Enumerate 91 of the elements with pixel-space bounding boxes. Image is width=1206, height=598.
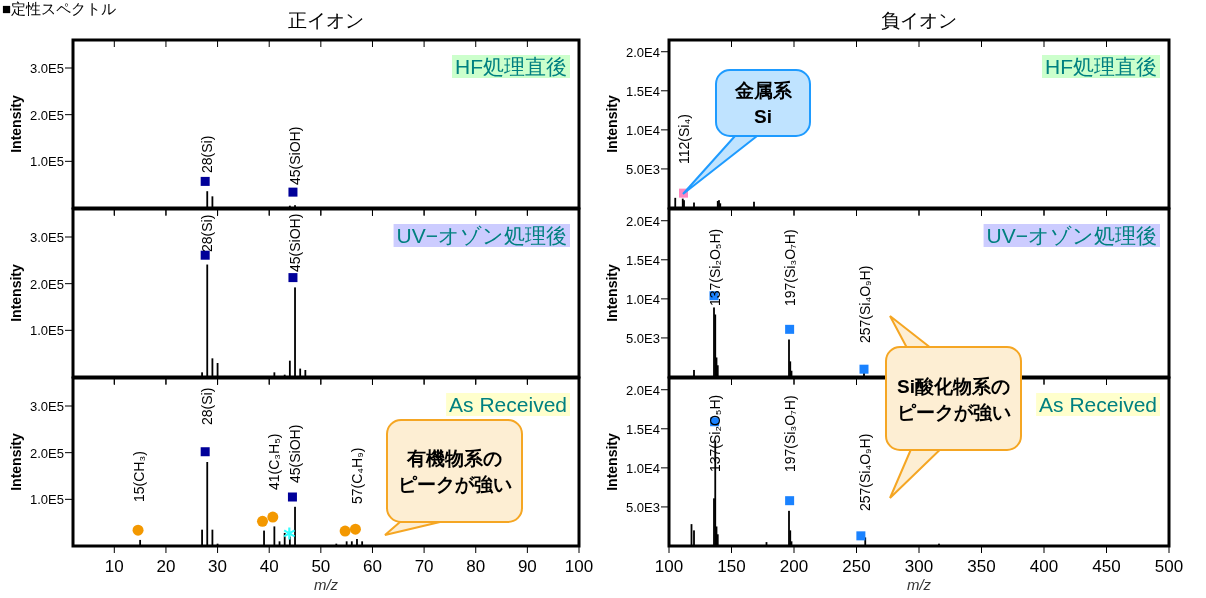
x-tick-label: 10 xyxy=(104,557,124,576)
annotation: 41(C₃H₅) xyxy=(266,433,282,490)
annotation: 45(SiOH) xyxy=(287,126,303,185)
annotation: 57(C₄H₉) xyxy=(349,447,365,504)
annotation: As Received xyxy=(449,393,567,416)
x-tick-label: 70 xyxy=(414,557,434,576)
point xyxy=(132,524,144,536)
point xyxy=(283,526,296,541)
annotation: 45(SiOH) xyxy=(287,424,303,483)
chart-title: 正イオン xyxy=(288,10,364,31)
point xyxy=(339,525,351,537)
annotation: 137(Si₂O₅H) xyxy=(707,394,723,472)
y-tick-label: 1.0E5 xyxy=(30,323,64,339)
y-tick-label: 2.0E5 xyxy=(30,276,64,292)
point xyxy=(200,447,210,457)
y-tick-label: 3.0E5 xyxy=(30,61,64,76)
annotation: 15(CH₃) xyxy=(131,451,147,502)
y-tick-label: 1.0E5 xyxy=(30,154,64,170)
annotation: 112(Si₄) xyxy=(676,114,692,164)
y-tick-label: 1.5E4 xyxy=(626,252,660,268)
x-axis-title: m/z xyxy=(313,576,339,593)
y-tick-label: 2.0E5 xyxy=(30,445,64,461)
x-tick-label: 300 xyxy=(904,557,934,576)
annotation: 197(Si₃O₇H) xyxy=(782,229,798,306)
y-tick-label: 3.0E5 xyxy=(30,230,64,245)
y-tick-label: 2.0E4 xyxy=(626,213,660,229)
y-tick-label: 1.0E4 xyxy=(626,291,660,307)
y-tick-label: 1.5E4 xyxy=(626,83,660,99)
x-tick-label: 80 xyxy=(466,557,486,576)
y-tick-label: 2.0E4 xyxy=(626,382,660,398)
annotation: UV−オゾン処理後 xyxy=(396,224,567,247)
annotation: 有機物系の xyxy=(406,448,502,469)
annotation: 金属系 xyxy=(733,80,793,101)
y-tick-label: 1.5E4 xyxy=(626,421,660,437)
x-axis-title: m/z xyxy=(906,576,932,593)
y-axis-title: Intensity xyxy=(604,433,620,491)
x-tick-label: 50 xyxy=(311,557,331,576)
x-tick-label: 100 xyxy=(654,557,684,576)
x-tick-label: 60 xyxy=(363,557,382,576)
annotation: 28(Si) xyxy=(199,387,215,425)
y-tick-label: 1.0E4 xyxy=(626,460,660,476)
chart-subtitle: ■定性スペクトル xyxy=(2,0,117,17)
y-axis-title: Intensity xyxy=(8,433,24,491)
point xyxy=(856,531,866,541)
point xyxy=(785,324,795,334)
annotation: ピークが強い xyxy=(896,401,1011,423)
y-axis-title: Intensity xyxy=(604,95,620,153)
y-tick-label: 1.0E4 xyxy=(626,122,660,138)
x-tick-label: 30 xyxy=(208,557,228,576)
y-tick-label: 5.0E3 xyxy=(626,499,660,515)
y-axis-title: Intensity xyxy=(8,95,24,153)
x-tick-label: 40 xyxy=(259,557,279,576)
x-tick-label: 250 xyxy=(842,557,871,576)
x-tick-label: 350 xyxy=(967,557,996,576)
y-axis-title: Intensity xyxy=(8,264,24,322)
point xyxy=(859,364,869,374)
y-axis-title: Intensity xyxy=(604,264,620,322)
point xyxy=(785,496,795,506)
annotation: HF処理直後 xyxy=(455,55,567,78)
x-tick-label: 450 xyxy=(1092,557,1121,576)
x-tick-label: 150 xyxy=(717,557,746,576)
chart-title: 負イオン xyxy=(881,10,957,31)
y-tick-label: 5.0E3 xyxy=(626,161,660,177)
x-tick-label: 20 xyxy=(156,557,176,576)
annotation: Si xyxy=(754,106,772,127)
y-tick-label: 2.0E5 xyxy=(30,107,64,123)
y-tick-label: 1.0E5 xyxy=(30,492,64,508)
annotation: 45(SiOH) xyxy=(287,213,303,272)
annotation: As Received xyxy=(1039,393,1157,416)
y-tick-label: 3.0E5 xyxy=(30,399,64,414)
annotation: ピークが強い xyxy=(397,474,512,495)
annotation: Si酸化物系の xyxy=(897,375,1010,397)
point xyxy=(349,523,361,535)
annotation: 137(Si₂O₅H) xyxy=(707,228,723,306)
x-tick-label: 200 xyxy=(779,557,809,576)
x-tick-label: 100 xyxy=(564,557,594,576)
point xyxy=(287,492,297,502)
x-tick-label: 400 xyxy=(1029,557,1059,576)
annotation: HF処理直後 xyxy=(1045,55,1157,78)
annotation: 257(Si₄O₉H) xyxy=(857,265,873,343)
x-tick-label: 500 xyxy=(1154,557,1184,576)
annotation: 28(Si) xyxy=(199,135,215,173)
annotation: UV−オゾン処理後 xyxy=(986,224,1157,247)
annotation: 197(Si₃O₇H) xyxy=(782,395,798,472)
annotation: 257(Si₄O₉H) xyxy=(857,433,873,511)
point xyxy=(267,511,279,523)
annotation: 28(Si) xyxy=(199,214,215,252)
y-tick-label: 2.0E4 xyxy=(626,44,660,60)
x-tick-label: 90 xyxy=(517,557,537,576)
y-tick-label: 5.0E3 xyxy=(626,330,660,346)
point xyxy=(256,515,268,527)
